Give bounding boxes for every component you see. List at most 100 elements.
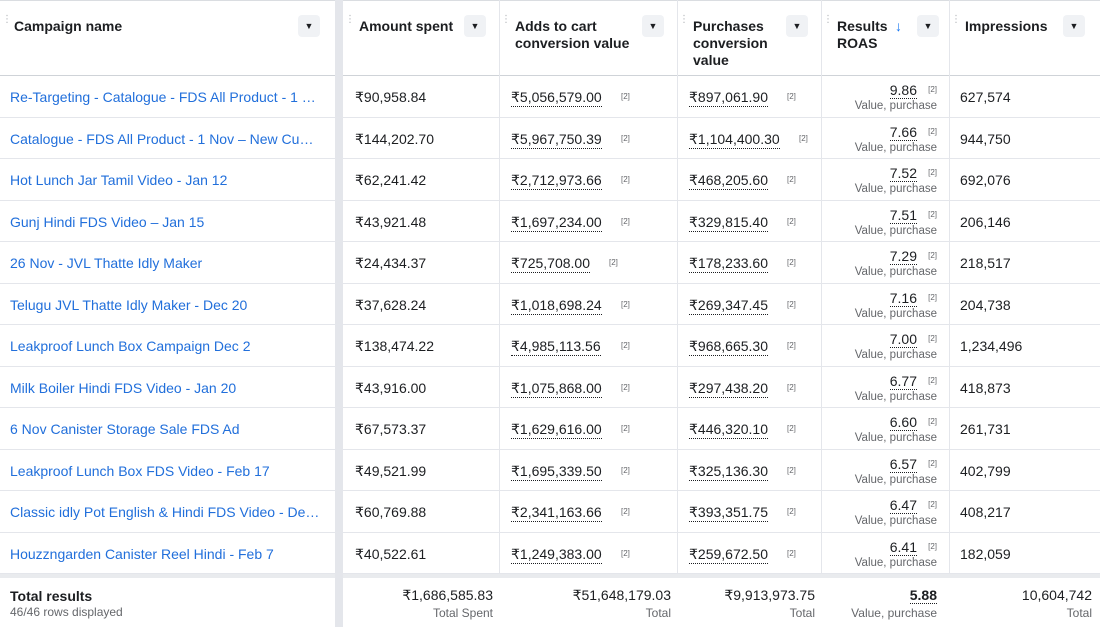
table-row[interactable]: Classic idly Pot English & Hindi FDS Vid… [0, 491, 1100, 533]
header-campaign-name[interactable]: ⋮ Campaign name ▼ [0, 1, 335, 77]
triangle-down-icon[interactable]: ▼ [298, 15, 320, 37]
purchases-value[interactable]: ₹897,061.90 [689, 89, 768, 107]
table-row[interactable]: Re-Targeting - Catalogue - FDS All Produ… [0, 76, 1100, 118]
campaign-name-link[interactable]: Telugu JVL Thatte Idly Maker - Dec 20 [10, 296, 248, 313]
cell-campaign-name: Leakproof Lunch Box FDS Video - Feb 17 [0, 450, 335, 491]
purchases-value[interactable]: ₹446,320.10 [689, 421, 768, 439]
cell-impressions: 1,234,496 [949, 325, 1100, 366]
roas-subtext: Value, purchase [854, 307, 937, 320]
triangle-down-icon[interactable]: ▼ [464, 15, 486, 37]
table-row[interactable]: Leakproof Lunch Box Campaign Dec 2 ₹138,4… [0, 325, 1100, 367]
cell-amount-spent: ₹144,202.70 [343, 118, 499, 159]
campaign-name-link[interactable]: 6 Nov Canister Storage Sale FDS Ad [10, 421, 240, 437]
purchases-value[interactable]: ₹178,233.60 [689, 255, 768, 273]
roas-value[interactable]: 6.47 [889, 497, 917, 514]
cell-roas: 6.41 [2] Value, purchase [821, 533, 949, 574]
cell-amount-spent: ₹40,522.61 [343, 533, 499, 574]
drag-handle-icon[interactable]: ⋮ [345, 14, 355, 25]
attribution-badge: [2] [787, 216, 796, 226]
column-divider [499, 0, 500, 574]
drag-handle-icon[interactable]: ⋮ [679, 14, 689, 25]
adds-to-cart-value[interactable]: ₹1,629,616.00 [511, 421, 602, 439]
adds-to-cart-value[interactable]: ₹4,985,113.56 [511, 338, 601, 356]
purchases-value[interactable]: ₹325,136.30 [689, 462, 768, 481]
triangle-down-icon[interactable]: ▼ [917, 15, 939, 37]
drag-handle-icon[interactable]: ⋮ [501, 14, 511, 25]
table-row[interactable]: Milk Boiler Hindi FDS Video - Jan 20 ₹43,… [0, 367, 1100, 408]
header-impressions[interactable]: ⋮ Impressions ▼ [949, 1, 1100, 77]
adds-to-cart-value[interactable]: ₹2,712,973.66 [511, 172, 602, 190]
adds-to-cart-value[interactable]: ₹1,695,339.50 [511, 462, 602, 481]
campaign-name-link[interactable]: Leakproof Lunch Box FDS Video - Feb 17 [10, 462, 270, 479]
adds-to-cart-value[interactable]: ₹1,249,383.00 [511, 545, 602, 564]
campaign-name-link[interactable]: Hot Lunch Jar Tamil Video - Jan 12 [10, 172, 228, 188]
table-row[interactable]: 6 Nov Canister Storage Sale FDS Ad ₹67,57… [0, 408, 1100, 450]
roas-value[interactable]: 6.57 [889, 455, 917, 473]
attribution-badge: [2] [928, 458, 937, 468]
header-purchases-value[interactable]: ⋮ Purchases conversion value ▼ [677, 1, 821, 77]
triangle-down-icon[interactable]: ▼ [1063, 15, 1085, 37]
roas-value[interactable]: 7.29 [889, 248, 917, 265]
header-adds-to-cart-value[interactable]: ⋮ Adds to cart conversion value ▼ [499, 1, 677, 77]
campaign-name-link[interactable]: Re-Targeting - Catalogue - FDS All Produ… [10, 89, 320, 105]
column-divider [677, 0, 678, 574]
frozen-column-divider[interactable] [335, 0, 343, 627]
purchases-value[interactable]: ₹297,438.20 [689, 379, 768, 398]
amount-spent-value: ₹62,241.42 [355, 172, 427, 188]
header-amount-spent[interactable]: ⋮ Amount spent ▼ [343, 1, 499, 77]
campaign-name-link[interactable]: Leakproof Lunch Box Campaign Dec 2 [10, 338, 251, 354]
purchases-value[interactable]: ₹1,104,400.30 [689, 130, 780, 149]
header-results-roas[interactable]: ⋮ Results ROAS ↓ ▼ [821, 1, 949, 77]
adds-to-cart-value[interactable]: ₹1,697,234.00 [511, 213, 602, 232]
adds-to-cart-value[interactable]: ₹5,967,750.39 [511, 130, 602, 149]
triangle-down-icon[interactable]: ▼ [786, 15, 808, 37]
cell-adds-to-cart: ₹1,695,339.50 [2] [499, 450, 677, 491]
roas-value[interactable]: 9.86 [889, 82, 917, 99]
drag-handle-icon[interactable]: ⋮ [2, 14, 12, 25]
adds-to-cart-value[interactable]: ₹5,056,579.00 [511, 89, 602, 107]
impressions-value: 1,234,496 [960, 338, 1023, 354]
attribution-badge: [2] [621, 507, 630, 516]
roas-value[interactable]: 7.51 [889, 206, 917, 224]
campaign-name-link[interactable]: Classic idly Pot English & Hindi FDS Vid… [10, 504, 320, 520]
total-value: ₹9,913,973.75 [724, 587, 815, 603]
campaign-name-link[interactable]: Houzzngarden Canister Reel Hindi - Feb 7 [10, 545, 274, 562]
campaign-name-link[interactable]: Catalogue - FDS All Product - 1 Nov – Ne… [10, 130, 320, 147]
campaign-name-link[interactable]: Gunj Hindi FDS Video – Jan 15 [10, 213, 205, 230]
table-row[interactable]: Leakproof Lunch Box FDS Video - Feb 17 ₹4… [0, 450, 1100, 491]
purchases-value[interactable]: ₹269,347.45 [689, 296, 768, 315]
adds-to-cart-value[interactable]: ₹1,018,698.24 [511, 296, 602, 315]
roas-value[interactable]: 6.77 [889, 372, 917, 390]
attribution-badge: [2] [621, 92, 630, 101]
arrow-down-icon[interactable]: ↓ [895, 18, 902, 34]
roas-subtext: Value, purchase [854, 432, 937, 444]
purchases-value[interactable]: ₹968,665.30 [689, 338, 768, 356]
cell-campaign-name: 6 Nov Canister Storage Sale FDS Ad [0, 408, 335, 449]
drag-handle-icon[interactable]: ⋮ [951, 14, 961, 25]
table-row[interactable]: Gunj Hindi FDS Video – Jan 15 ₹43,921.48 ₹… [0, 201, 1100, 242]
table-row[interactable]: Hot Lunch Jar Tamil Video - Jan 12 ₹62,24… [0, 159, 1100, 201]
triangle-down-icon[interactable]: ▼ [642, 15, 664, 37]
roas-value[interactable]: 7.66 [889, 123, 917, 141]
roas-value[interactable]: 7.52 [889, 165, 917, 182]
purchases-value[interactable]: ₹393,351.75 [689, 504, 768, 522]
campaign-name-link[interactable]: Milk Boiler Hindi FDS Video - Jan 20 [10, 379, 237, 396]
adds-to-cart-value[interactable]: ₹725,708.00 [511, 255, 590, 273]
roas-value[interactable]: 6.41 [889, 538, 917, 556]
roas-value[interactable]: 6.60 [889, 414, 917, 431]
attribution-badge: [2] [621, 133, 630, 143]
table-row[interactable]: Houzzngarden Canister Reel Hindi - Feb 7… [0, 533, 1100, 574]
table-row[interactable]: 26 Nov - JVL Thatte Idly Maker ₹24,434.37… [0, 242, 1100, 284]
total-value[interactable]: 5.88 [909, 587, 937, 604]
drag-handle-icon[interactable]: ⋮ [823, 14, 833, 25]
table-row[interactable]: Catalogue - FDS All Product - 1 Nov – Ne… [0, 118, 1100, 159]
adds-to-cart-value[interactable]: ₹1,075,868.00 [511, 379, 602, 398]
campaign-name-link[interactable]: 26 Nov - JVL Thatte Idly Maker [10, 255, 203, 271]
purchases-value[interactable]: ₹259,672.50 [689, 545, 768, 564]
purchases-value[interactable]: ₹329,815.40 [689, 213, 768, 232]
table-row[interactable]: Telugu JVL Thatte Idly Maker - Dec 20 ₹37… [0, 284, 1100, 325]
purchases-value[interactable]: ₹468,205.60 [689, 172, 768, 190]
roas-value[interactable]: 7.16 [889, 289, 917, 307]
adds-to-cart-value[interactable]: ₹2,341,163.66 [511, 504, 602, 522]
roas-value[interactable]: 7.00 [889, 331, 917, 348]
